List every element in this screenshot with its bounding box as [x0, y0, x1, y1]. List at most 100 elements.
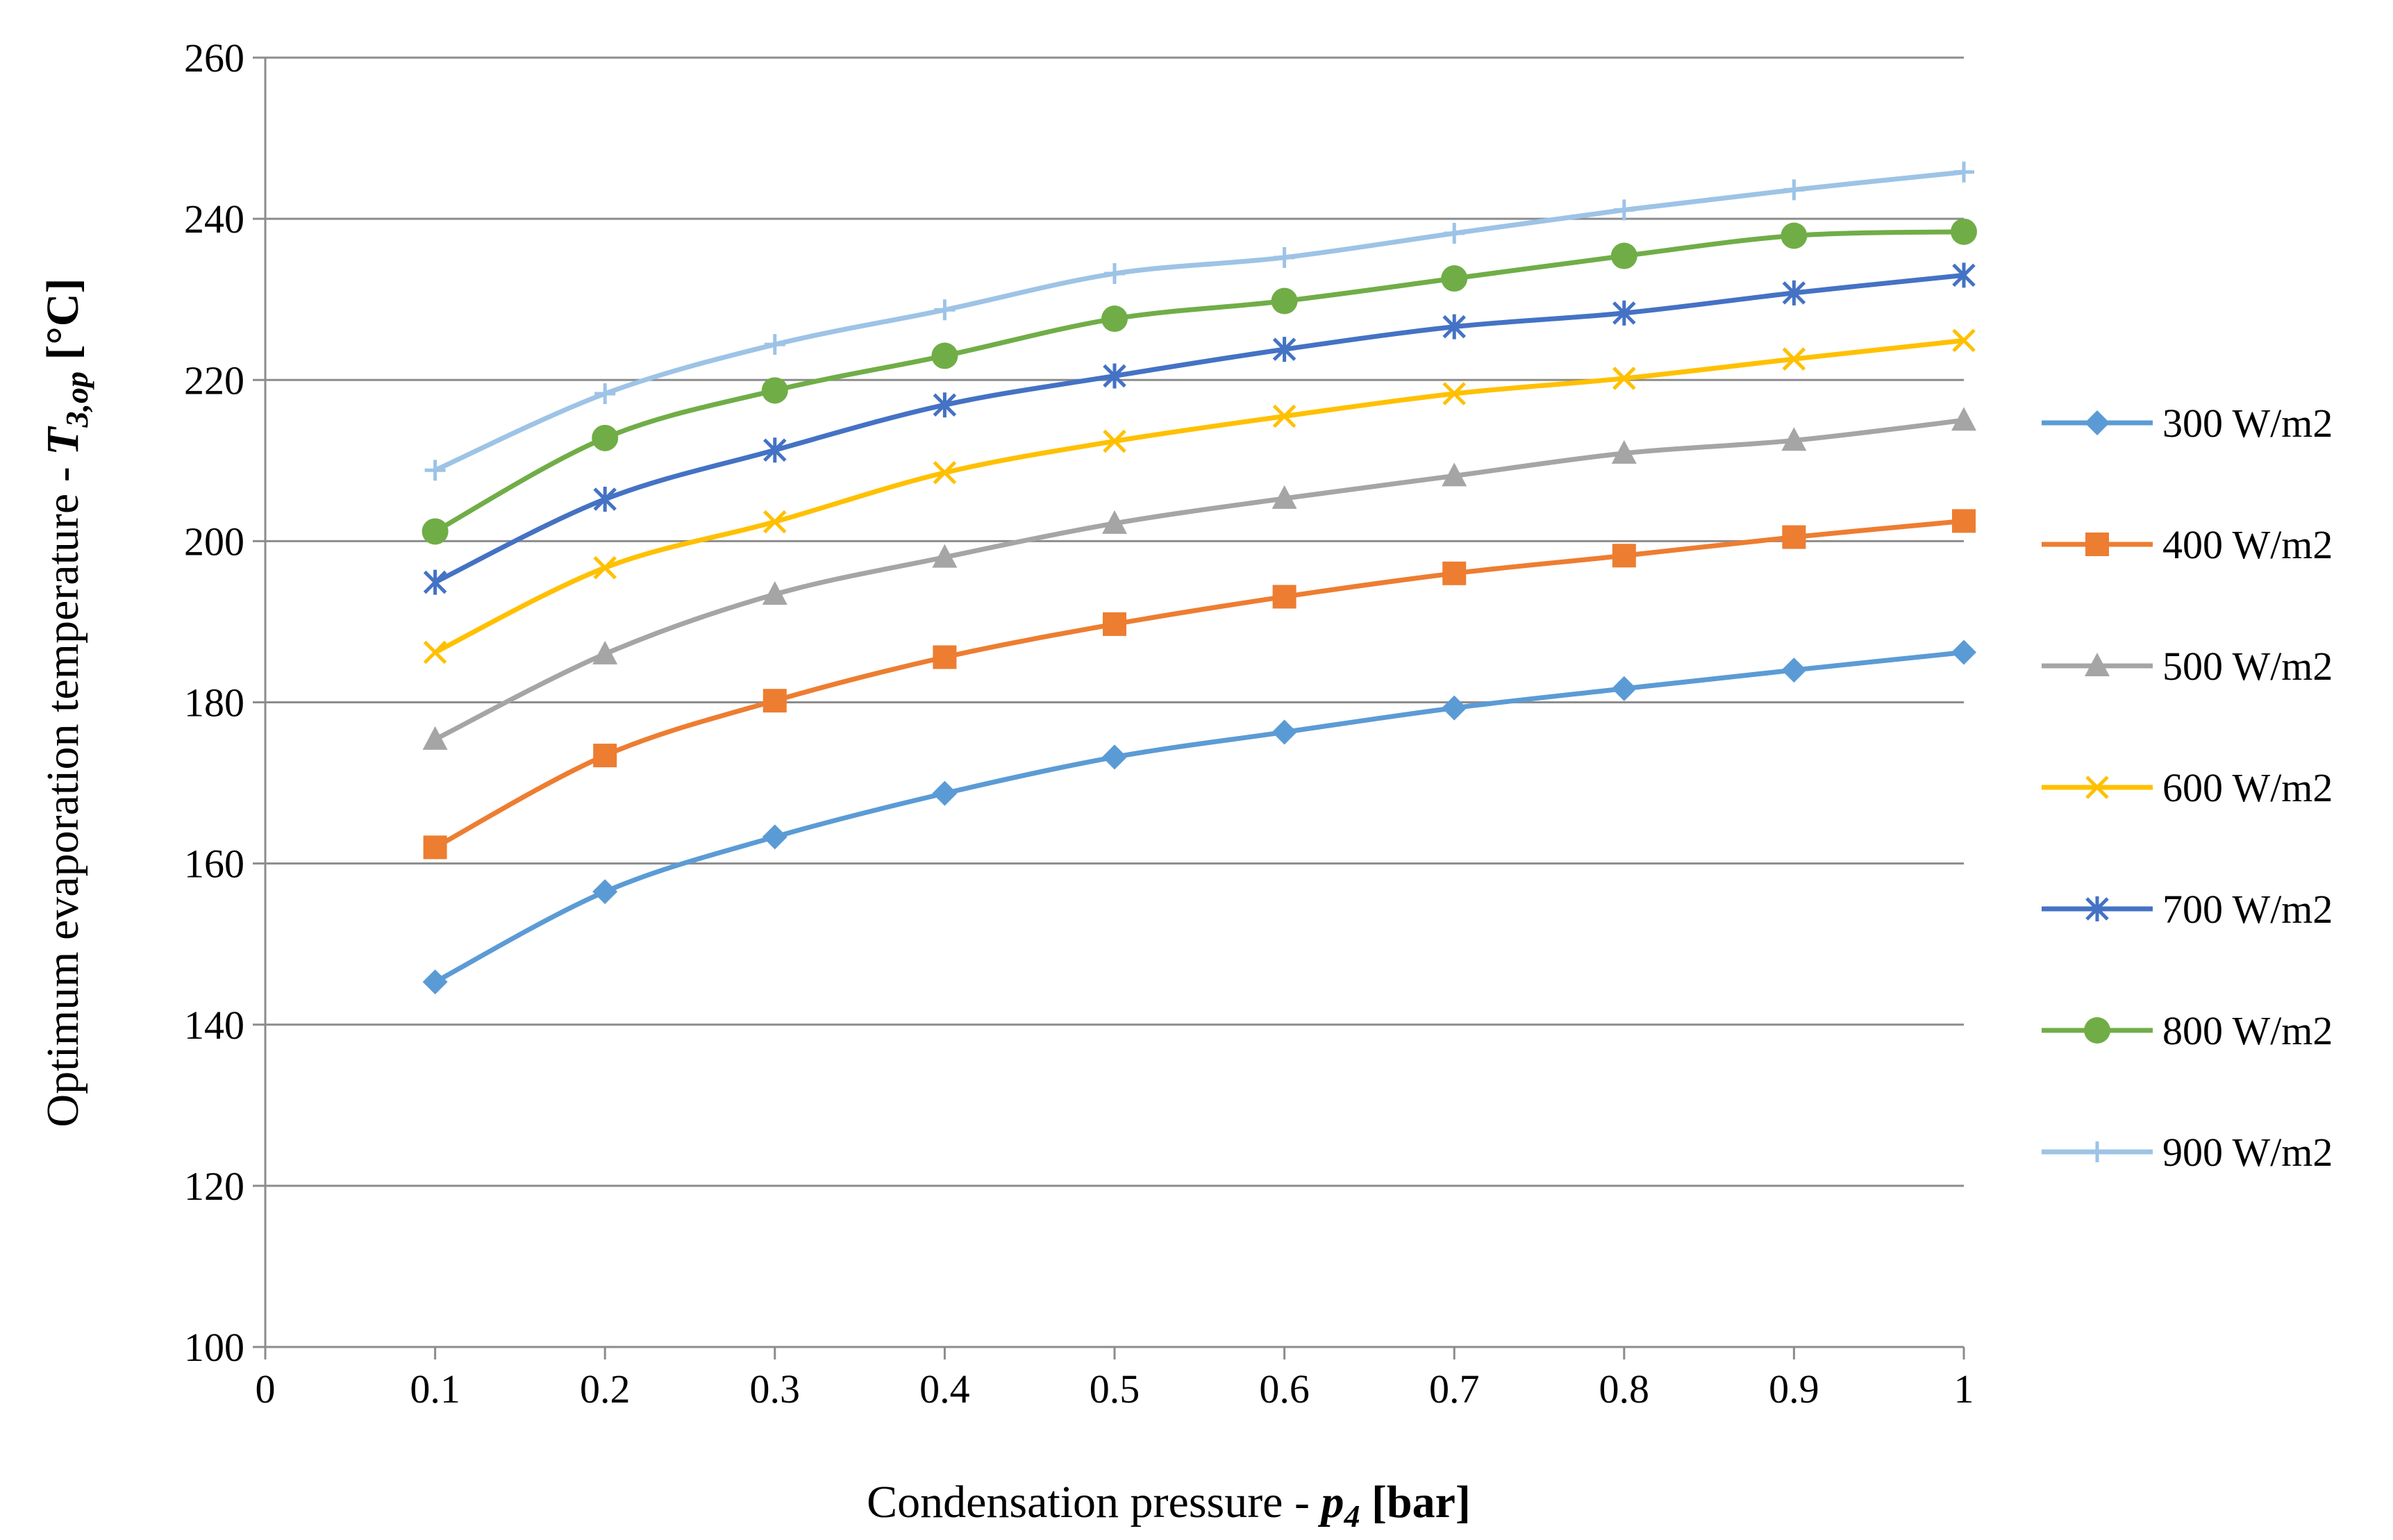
x-tick-label: 0.8: [1599, 1366, 1650, 1412]
data-point-300-w-m2: [1102, 744, 1127, 770]
series-line-700-w-m2: [434, 272, 1965, 585]
data-point-500-w-m2: [1271, 485, 1297, 509]
legend-swatch-marker: [2087, 1141, 2108, 1162]
legend-label: 600 W/m2: [2162, 765, 2333, 810]
data-point-800-w-m2: [1101, 306, 1128, 333]
y-tick-label: 120: [184, 1164, 244, 1209]
legend-swatch-marker: [2085, 410, 2110, 435]
x-axis-title-var: p: [1317, 1477, 1344, 1528]
data-point-700-w-m2: [1782, 280, 1806, 306]
series-line-400-w-m2: [433, 518, 1965, 850]
legend-label: 900 W/m2: [2162, 1130, 2333, 1175]
data-point-700-w-m2: [1103, 363, 1126, 389]
data-point-400-w-m2: [1272, 585, 1296, 609]
x-tick-label: 0.3: [750, 1366, 801, 1412]
data-point-700-w-m2: [593, 487, 617, 512]
data-point-600-w-m2: [593, 555, 617, 580]
data-point-500-w-m2: [592, 640, 618, 664]
axes: 100 120 140 160 180 200 220 240 260 0 0.1 0.2 0.3 0.4…: [184, 35, 1974, 1412]
data-point-600-w-m2: [1782, 347, 1806, 371]
series-800-w-m2: [422, 218, 1977, 545]
data-point-500-w-m2: [1611, 440, 1637, 464]
x-tick-label: 0.4: [919, 1366, 970, 1412]
series-line-300-w-m2: [433, 650, 1965, 985]
data-point-400-w-m2: [1612, 544, 1636, 568]
data-point-400-w-m2: [933, 645, 957, 669]
y-axis-title-sub: 3,op: [59, 371, 94, 428]
legend-item-600-w-m2: 600 W/m2: [2042, 765, 2333, 810]
series: [422, 161, 1977, 995]
data-point-900-w-m2: [934, 299, 956, 321]
data-point-300-w-m2: [592, 879, 618, 905]
data-point-600-w-m2: [1952, 328, 1976, 353]
legend-label: 800 W/m2: [2162, 1008, 2333, 1053]
data-point-700-w-m2: [763, 437, 787, 463]
data-point-800-w-m2: [592, 424, 619, 451]
data-point-700-w-m2: [1612, 300, 1636, 326]
data-point-500-w-m2: [762, 580, 787, 605]
data-point-700-w-m2: [1442, 314, 1466, 340]
data-point-800-w-m2: [1781, 222, 1808, 249]
x-axis-title-prefix: Condensation pressure -: [867, 1477, 1321, 1528]
data-point-500-w-m2: [1781, 427, 1807, 451]
series-900-w-m2: [424, 161, 1974, 481]
data-point-600-w-m2: [423, 640, 447, 664]
legend-item-700-w-m2: 700 W/m2: [2042, 887, 2333, 932]
legend-label: 500 W/m2: [2162, 644, 2333, 689]
data-point-800-w-m2: [931, 342, 958, 369]
data-point-700-w-m2: [423, 569, 447, 595]
x-tick-label: 0.7: [1429, 1366, 1480, 1412]
data-point-900-w-m2: [1274, 246, 1295, 268]
y-axis-title-var: T: [37, 426, 88, 455]
data-point-900-w-m2: [1953, 161, 1974, 183]
legend-swatch-marker: [2085, 653, 2110, 676]
x-tick-label: 0.5: [1090, 1366, 1140, 1412]
legend-swatch-marker: [2084, 1017, 2110, 1044]
series-500-w-m2: [422, 407, 1976, 750]
data-point-900-w-m2: [1104, 263, 1125, 285]
legend-label: 300 W/m2: [2162, 401, 2333, 446]
legend-item-400-w-m2: 400 W/m2: [2042, 522, 2333, 567]
data-point-800-w-m2: [422, 518, 449, 545]
x-tick-label: 0.1: [410, 1366, 460, 1412]
y-axis-title-prefix: Optimum evaporation temperature -: [37, 455, 88, 1128]
data-point-800-w-m2: [1441, 265, 1468, 292]
data-point-700-w-m2: [933, 392, 957, 418]
legend: 300 W/m2 400 W/m2 500 W/m2 600 W/m2 700 W/m2…: [2042, 401, 2333, 1175]
y-axis-title-unit: [°C]: [37, 278, 88, 371]
data-point-600-w-m2: [763, 510, 787, 534]
legend-item-900-w-m2: 900 W/m2: [2042, 1130, 2333, 1175]
data-point-900-w-m2: [424, 460, 446, 481]
data-point-500-w-m2: [1951, 407, 1976, 431]
legend-label: 400 W/m2: [2162, 522, 2333, 567]
data-point-400-w-m2: [1782, 525, 1806, 549]
x-axis-title-unit: [bar]: [1360, 1477, 1470, 1528]
data-point-300-w-m2: [932, 780, 958, 806]
data-point-600-w-m2: [1103, 429, 1126, 453]
y-tick-label: 220: [184, 358, 244, 403]
data-point-800-w-m2: [761, 377, 788, 404]
data-point-900-w-m2: [594, 383, 616, 404]
data-point-400-w-m2: [1103, 612, 1126, 636]
data-point-800-w-m2: [1610, 242, 1637, 269]
data-point-900-w-m2: [1444, 223, 1465, 244]
data-point-700-w-m2: [1952, 262, 1976, 288]
x-tick-label: 0: [256, 1366, 276, 1412]
data-point-800-w-m2: [1271, 287, 1298, 315]
x-axis-title: Condensation pressure - p4 [bar]: [867, 1477, 1471, 1534]
data-point-300-w-m2: [1951, 639, 1976, 665]
legend-item-300-w-m2: 300 W/m2: [2042, 401, 2333, 446]
y-tick-label: 140: [184, 1003, 244, 1048]
y-axis-title: Optimum evaporation temperature - T3,op …: [37, 278, 94, 1127]
y-tick-label: 240: [184, 196, 244, 242]
data-point-300-w-m2: [422, 969, 448, 995]
data-point-500-w-m2: [1442, 462, 1467, 487]
data-point-300-w-m2: [762, 824, 787, 850]
series-line-800-w-m2: [433, 229, 1965, 534]
data-point-400-w-m2: [762, 689, 787, 713]
series-line-500-w-m2: [434, 417, 1965, 742]
series-700-w-m2: [423, 262, 1976, 595]
